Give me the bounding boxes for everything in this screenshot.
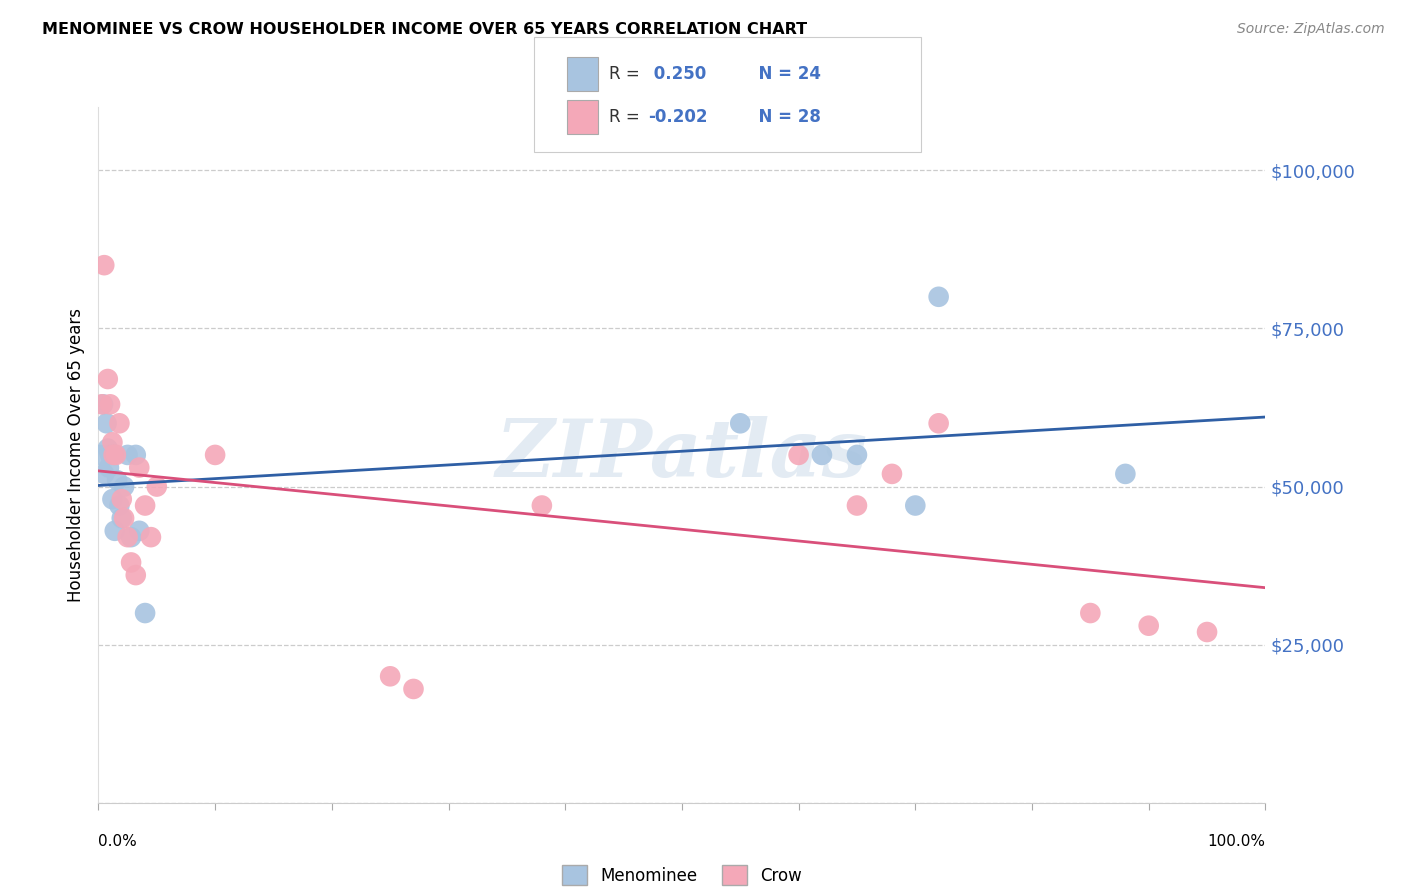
- Point: [134, 606, 156, 620]
- Point: [120, 530, 142, 544]
- Text: Source: ZipAtlas.com: Source: ZipAtlas.com: [1237, 22, 1385, 37]
- Point: [1080, 606, 1102, 620]
- Y-axis label: Householder Income Over 65 years: Householder Income Over 65 years: [66, 308, 84, 602]
- Point: [104, 524, 127, 538]
- Point: [97, 372, 120, 386]
- Point: [111, 511, 134, 525]
- Point: [108, 417, 131, 431]
- Legend: Menominee, Crow: Menominee, Crow: [555, 858, 808, 892]
- Point: [787, 448, 810, 462]
- Point: [90, 397, 112, 411]
- Text: 100.0%: 100.0%: [1208, 834, 1265, 849]
- Point: [111, 492, 134, 507]
- Point: [1195, 625, 1218, 640]
- Text: N = 24: N = 24: [747, 65, 821, 83]
- Point: [112, 479, 135, 493]
- Point: [98, 448, 121, 462]
- Point: [117, 530, 139, 544]
- Point: [928, 290, 950, 304]
- Point: [104, 448, 127, 462]
- Text: ZIPatlas: ZIPatlas: [496, 417, 868, 493]
- Text: 0.250: 0.250: [648, 65, 706, 83]
- Point: [125, 568, 148, 582]
- Point: [880, 467, 903, 481]
- Point: [530, 499, 553, 513]
- Point: [128, 460, 150, 475]
- Point: [204, 448, 226, 462]
- Text: R =: R =: [609, 108, 645, 126]
- Point: [91, 397, 114, 411]
- Point: [845, 448, 868, 462]
- Point: [904, 499, 927, 513]
- Text: N = 28: N = 28: [747, 108, 821, 126]
- Point: [103, 448, 125, 462]
- Text: -0.202: -0.202: [648, 108, 707, 126]
- Point: [730, 417, 752, 431]
- Point: [1114, 467, 1136, 481]
- Point: [96, 417, 118, 431]
- Point: [402, 681, 425, 696]
- Text: 0.0%: 0.0%: [98, 834, 138, 849]
- Point: [108, 499, 131, 513]
- Point: [117, 448, 139, 462]
- Point: [845, 499, 868, 513]
- Point: [98, 397, 121, 411]
- Point: [811, 448, 834, 462]
- Point: [125, 448, 148, 462]
- Point: [128, 524, 150, 538]
- Point: [112, 511, 135, 525]
- Point: [101, 492, 124, 507]
- Point: [146, 479, 169, 493]
- Point: [378, 669, 402, 683]
- Point: [93, 258, 115, 272]
- Text: R =: R =: [609, 65, 645, 83]
- Point: [97, 442, 120, 456]
- Point: [120, 556, 142, 570]
- Point: [134, 499, 156, 513]
- Point: [105, 473, 128, 487]
- Point: [928, 417, 950, 431]
- Point: [101, 435, 124, 450]
- Point: [90, 448, 112, 462]
- Point: [97, 460, 120, 475]
- Point: [139, 530, 162, 544]
- Text: MENOMINEE VS CROW HOUSEHOLDER INCOME OVER 65 YEARS CORRELATION CHART: MENOMINEE VS CROW HOUSEHOLDER INCOME OVE…: [42, 22, 807, 37]
- Point: [1137, 618, 1160, 632]
- Point: [93, 467, 115, 481]
